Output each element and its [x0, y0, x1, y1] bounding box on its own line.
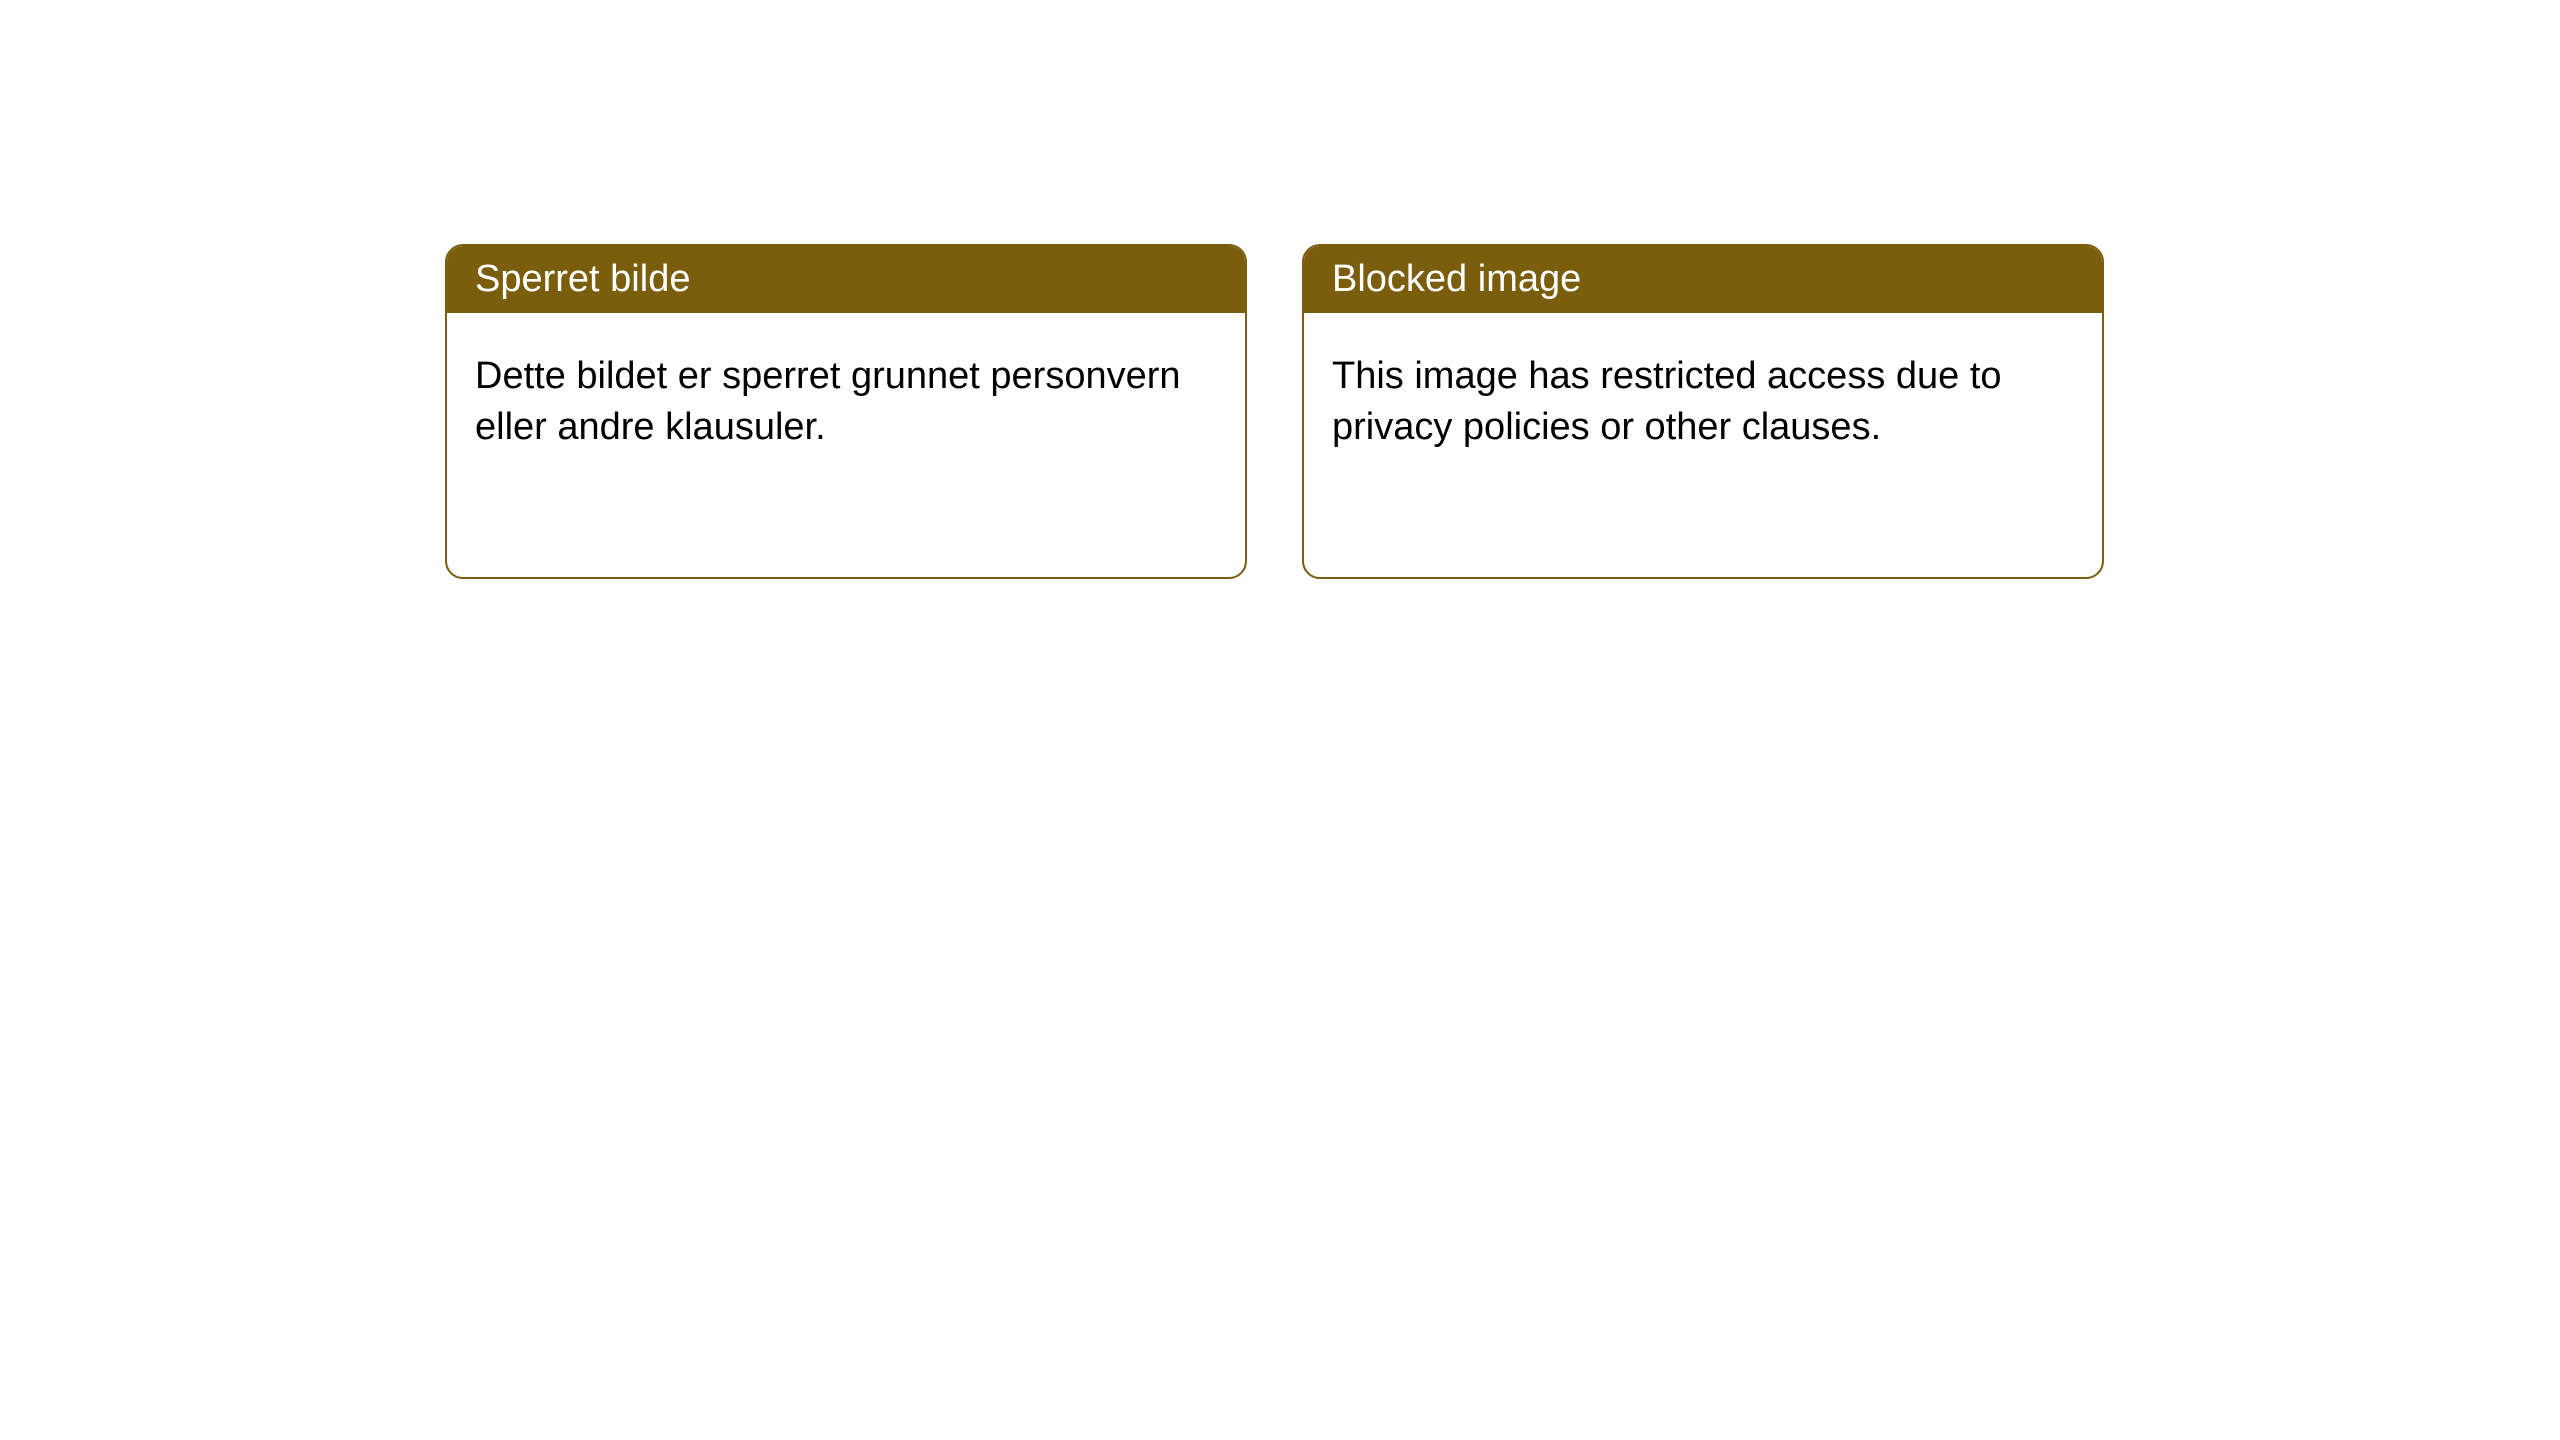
blocked-image-card-en: Blocked image This image has restricted …	[1302, 244, 2104, 579]
card-title-en: Blocked image	[1304, 246, 2102, 313]
card-container: Sperret bilde Dette bildet er sperret gr…	[0, 0, 2560, 579]
card-title-no: Sperret bilde	[447, 246, 1245, 313]
card-body-en: This image has restricted access due to …	[1304, 313, 2102, 492]
card-body-no: Dette bildet er sperret grunnet personve…	[447, 313, 1245, 492]
blocked-image-card-no: Sperret bilde Dette bildet er sperret gr…	[445, 244, 1247, 579]
